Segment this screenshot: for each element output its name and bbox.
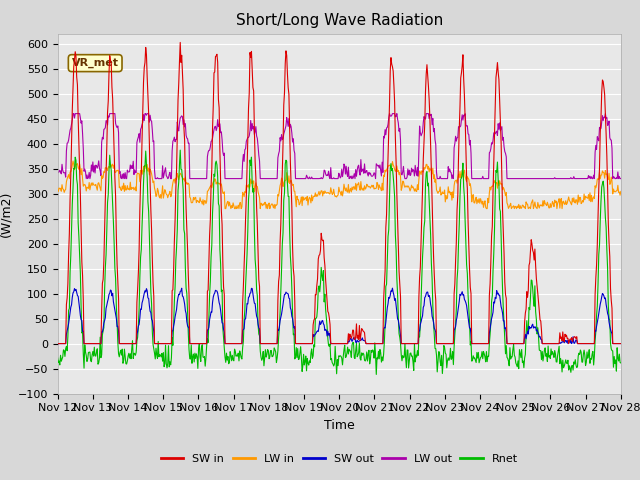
LW in <box>69 158 77 164</box>
Line: LW in: LW in <box>58 161 621 209</box>
LW in <box>120 189 128 194</box>
SW out <box>388 285 396 291</box>
LW in <box>274 192 282 197</box>
SW out <box>273 341 280 347</box>
SW in <box>54 341 61 347</box>
Text: VR_met: VR_met <box>72 58 118 68</box>
Title: Short/Long Wave Radiation: Short/Long Wave Radiation <box>236 13 443 28</box>
SW in <box>273 341 281 347</box>
LW in <box>54 187 61 192</box>
SW out <box>398 341 406 347</box>
Rnet <box>252 266 260 272</box>
Line: LW out: LW out <box>58 114 621 179</box>
SW out <box>54 341 61 347</box>
Rnet <box>431 332 438 338</box>
Rnet <box>54 355 61 360</box>
SW out <box>120 341 127 347</box>
SW out <box>252 300 259 306</box>
LW in <box>253 183 260 189</box>
LW out <box>253 133 260 139</box>
LW out <box>83 176 90 181</box>
LW out <box>274 155 282 161</box>
LW in <box>399 178 406 184</box>
Line: Rnet: Rnet <box>58 150 621 374</box>
SW in <box>177 39 184 45</box>
SW in <box>224 341 232 347</box>
Y-axis label: (W/m2): (W/m2) <box>0 191 12 237</box>
LW out <box>431 126 438 132</box>
LW out <box>617 176 625 181</box>
LW in <box>221 206 229 212</box>
Rnet <box>224 354 232 360</box>
LW in <box>617 189 625 194</box>
LW out <box>399 169 406 175</box>
Rnet <box>372 372 380 377</box>
Rnet <box>617 360 625 366</box>
LW out <box>54 167 61 173</box>
SW in <box>398 341 406 347</box>
Legend: SW in, LW in, SW out, LW out, Rnet: SW in, LW in, SW out, LW out, Rnet <box>156 450 522 468</box>
SW out <box>617 341 625 347</box>
LW in <box>225 203 232 209</box>
SW out <box>429 319 437 325</box>
LW in <box>431 172 438 178</box>
Line: SW in: SW in <box>58 42 621 344</box>
Rnet <box>399 353 406 359</box>
LW out <box>122 170 129 176</box>
X-axis label: Time: Time <box>324 419 355 432</box>
Rnet <box>120 358 127 363</box>
LW out <box>225 176 232 181</box>
Rnet <box>177 147 184 153</box>
SW in <box>429 253 437 259</box>
Line: SW out: SW out <box>58 288 621 344</box>
SW in <box>252 175 260 180</box>
SW out <box>223 341 231 347</box>
SW in <box>617 341 625 347</box>
Rnet <box>273 355 281 360</box>
LW out <box>69 111 77 117</box>
SW in <box>120 341 127 347</box>
